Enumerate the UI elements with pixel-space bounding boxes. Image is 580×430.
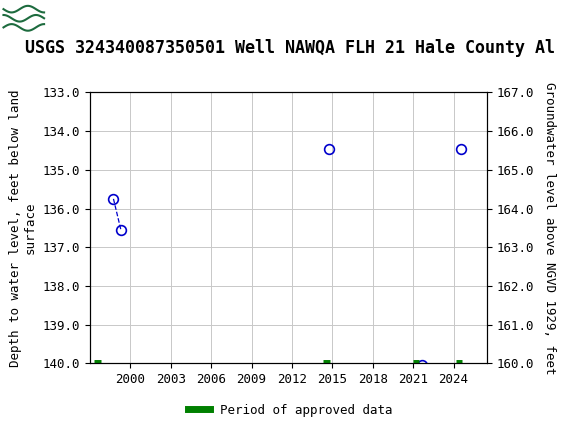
Y-axis label: Groundwater level above NGVD 1929, feet: Groundwater level above NGVD 1929, feet (543, 82, 556, 374)
Text: USGS 324340087350501 Well NAWQA FLH 21 Hale County Al: USGS 324340087350501 Well NAWQA FLH 21 H… (25, 39, 555, 57)
Y-axis label: Depth to water level, feet below land
surface: Depth to water level, feet below land su… (9, 89, 37, 367)
FancyBboxPatch shape (2, 3, 46, 34)
Text: USGS: USGS (52, 9, 99, 28)
Legend: Period of approved data: Period of approved data (183, 399, 397, 421)
